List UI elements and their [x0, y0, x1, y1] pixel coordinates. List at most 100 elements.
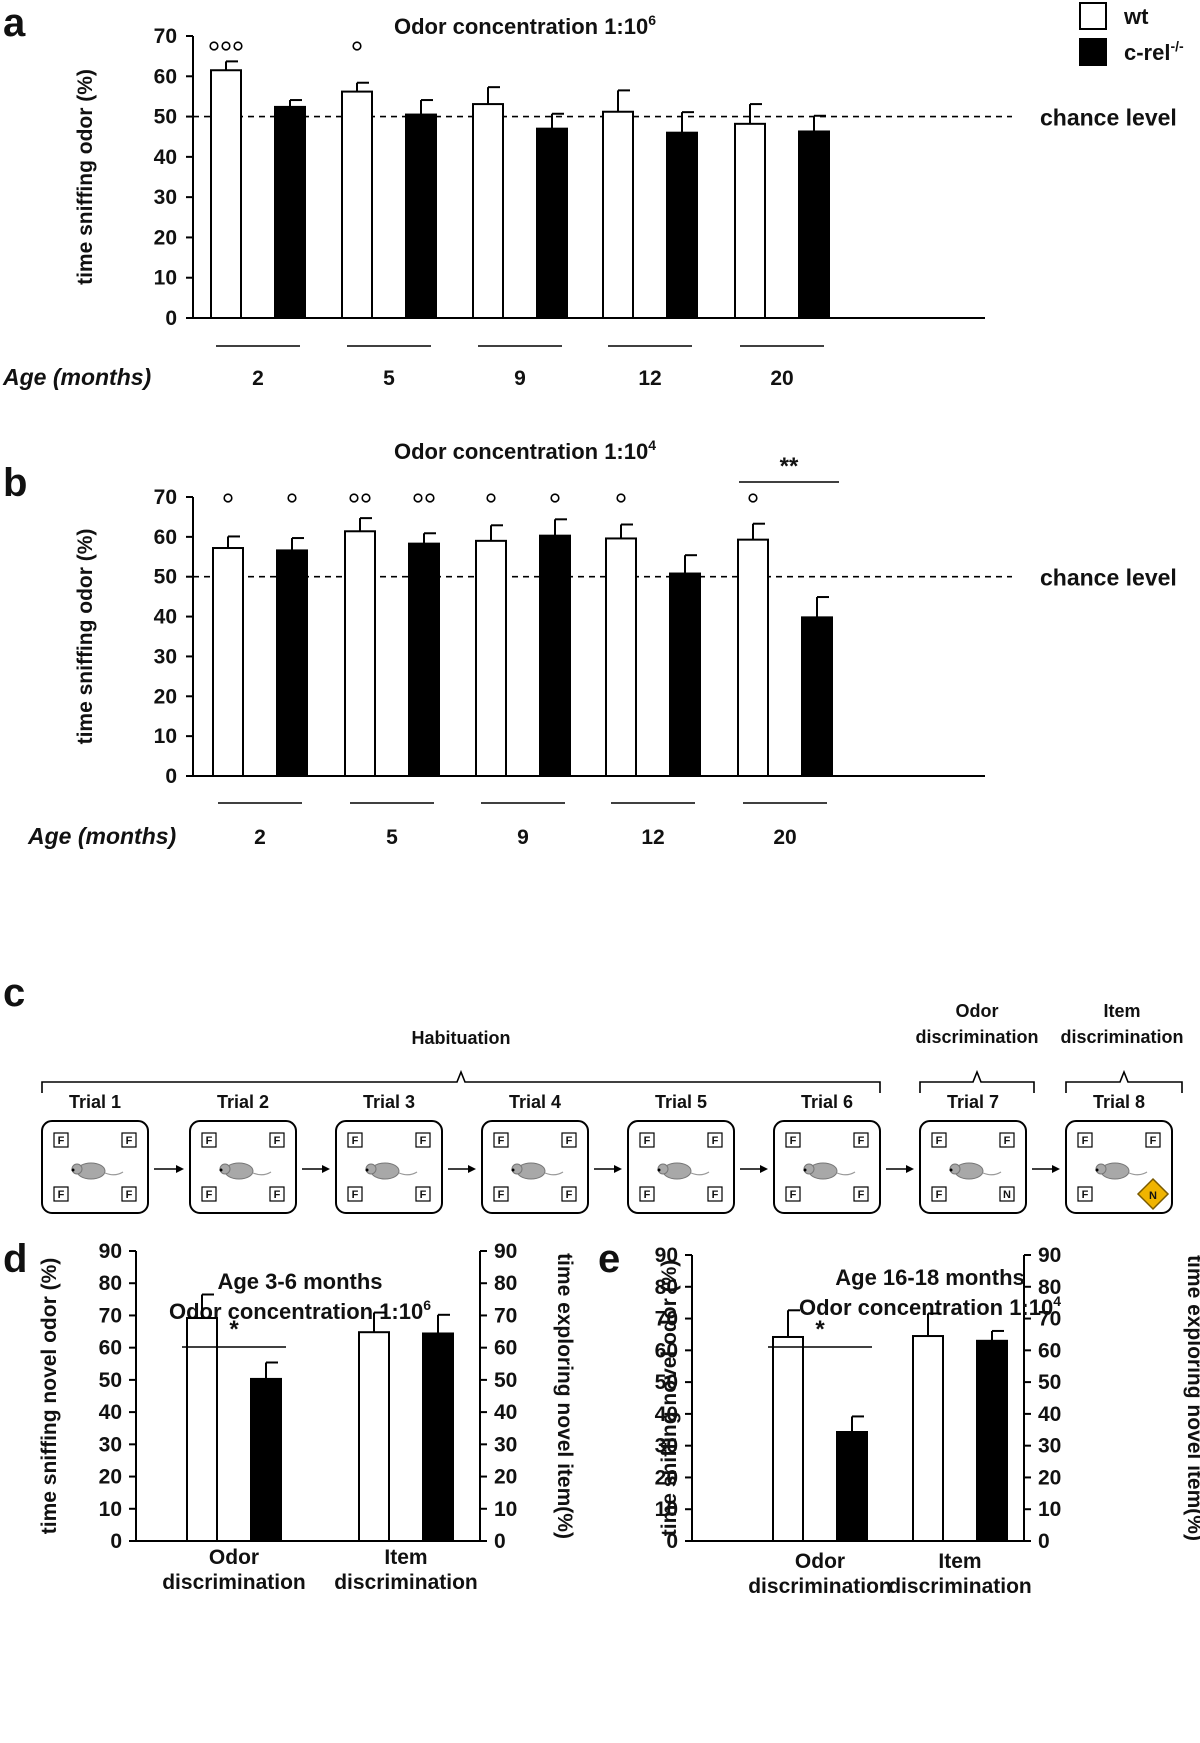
mouse-tail	[836, 1171, 856, 1176]
odor-tube-label: F	[790, 1135, 797, 1147]
odor-tube-label: F	[1082, 1189, 1089, 1201]
odor-tube	[347, 1132, 363, 1148]
panel-label-c: c	[3, 971, 25, 1015]
odor-tube	[53, 1186, 69, 1202]
significance-stars: **	[780, 453, 799, 480]
significance-degree-mark	[233, 41, 243, 51]
significance-degree-mark	[425, 493, 435, 503]
odor-tube-label: F	[936, 1135, 943, 1147]
y-tick-label-right: 20	[1038, 1466, 1061, 1489]
x-tick-label: 2	[252, 367, 264, 390]
odor-tube	[853, 1132, 869, 1148]
odor-tube	[707, 1132, 723, 1148]
mouse-icon	[511, 1162, 564, 1180]
mouse-eye	[219, 1168, 223, 1172]
x-tick-label: 20	[770, 367, 793, 390]
bar-crel-odor-discrimination	[836, 1431, 868, 1542]
y-tick-label-left: 20	[99, 1466, 122, 1489]
odor-tube-label: F	[58, 1135, 65, 1147]
odor-tube	[121, 1186, 137, 1202]
chart-title: Odor concentration 1:104	[394, 437, 656, 464]
y-axis-label-left: time sniffing novel odor (%)	[658, 1260, 681, 1537]
bar-crel-20	[801, 616, 833, 778]
y-tick-label: 20	[154, 685, 177, 708]
x-tick-label-line-1: Item	[384, 1546, 427, 1569]
y-tick-label: 10	[154, 267, 177, 290]
y-tick-label-right: 10	[1038, 1498, 1061, 1521]
odor-tube	[415, 1132, 431, 1148]
odor-tube	[415, 1186, 431, 1202]
trial-arrow-head	[1052, 1165, 1060, 1173]
y-tick-label-right: 80	[494, 1272, 517, 1295]
novel-item-label: N	[1149, 1190, 1157, 1202]
y-axis-label: time sniffing odor (%)	[74, 69, 97, 285]
group-brace	[1065, 1069, 1183, 1093]
chart-title-line-1: Age 3-6 months	[217, 1269, 382, 1294]
x-tick-label: 12	[638, 367, 661, 390]
y-tick-label-left: 0	[666, 1530, 678, 1553]
mouse-eye	[71, 1168, 75, 1172]
significance-degree-mark	[361, 493, 371, 503]
mouse-eye	[365, 1168, 369, 1172]
trial-label: Trial 7	[947, 1092, 999, 1112]
y-tick-label-right: 60	[494, 1337, 517, 1360]
trial-label: Trial 3	[363, 1092, 415, 1112]
odor-tube	[493, 1132, 509, 1148]
group-label: discrimination	[915, 1027, 1038, 1047]
y-tick-label: 10	[154, 725, 177, 748]
bar-crel-12	[669, 572, 701, 777]
y-tick-label-right: 50	[494, 1369, 517, 1392]
x-tick-label-line-1: Odor	[795, 1550, 845, 1573]
odor-tube-label: F	[644, 1135, 651, 1147]
group-brace	[41, 1069, 881, 1093]
odor-tube-label: F	[274, 1189, 281, 1201]
y-tick-label-right: 70	[494, 1304, 517, 1327]
bar-wt-20	[734, 122, 766, 319]
legend-swatch-crel	[1079, 38, 1107, 66]
novel-item-marker	[1136, 1177, 1170, 1211]
y-tick-label-right: 70	[1038, 1308, 1061, 1331]
x-tick-label: 5	[386, 826, 398, 849]
trial-label: Trial 8	[1093, 1092, 1145, 1112]
bar-crel-20	[798, 130, 830, 319]
bar-crel-9	[536, 127, 568, 319]
x-tick-label: 9	[514, 367, 526, 390]
y-tick-label-left: 30	[655, 1435, 678, 1458]
odor-tube-label: F	[126, 1135, 133, 1147]
bar-crel-5	[408, 542, 440, 778]
odor-tube	[561, 1132, 577, 1148]
panel-c-schematic: Habituation Odor discrimination Item discrim…	[41, 1001, 1184, 1214]
legend-label-wt: wt	[1123, 4, 1149, 29]
odor-tube	[999, 1186, 1015, 1202]
bar-crel-item-discrimination	[422, 1332, 454, 1542]
odor-tube	[269, 1186, 285, 1202]
group-brace	[919, 1069, 1035, 1093]
y-tick-label-right: 0	[1038, 1530, 1050, 1553]
mouse-tail	[982, 1171, 1002, 1176]
mouse-tail	[544, 1171, 564, 1176]
significance-degree-mark	[748, 493, 758, 503]
odor-tube-label: F	[498, 1135, 505, 1147]
mouse-icon	[949, 1162, 1002, 1180]
y-tick-label-left: 40	[99, 1401, 122, 1424]
significance-degree-mark	[352, 41, 362, 51]
mouse-tail	[398, 1171, 418, 1176]
age-axis-label: Age (months)	[27, 823, 176, 849]
mouse-tail	[690, 1171, 710, 1176]
group-label: discrimination	[1060, 1027, 1183, 1047]
trial-label: Trial 1	[69, 1092, 121, 1112]
bar-wt-odor-discrimination	[186, 1317, 218, 1542]
significance-star: *	[229, 1316, 239, 1343]
trial-arrow-head	[322, 1165, 330, 1173]
bar-wt-2	[212, 547, 244, 778]
odor-tube-label: F	[644, 1189, 651, 1201]
x-tick-label: 5	[383, 367, 395, 390]
trial-arrow-head	[614, 1165, 622, 1173]
y-tick-label: 20	[154, 226, 177, 249]
group-label: Item	[1103, 1001, 1140, 1021]
x-tick-label-line-2: discrimination	[162, 1571, 306, 1594]
x-tick-label-line-2: discrimination	[334, 1571, 478, 1594]
mouse-icon	[219, 1162, 272, 1180]
